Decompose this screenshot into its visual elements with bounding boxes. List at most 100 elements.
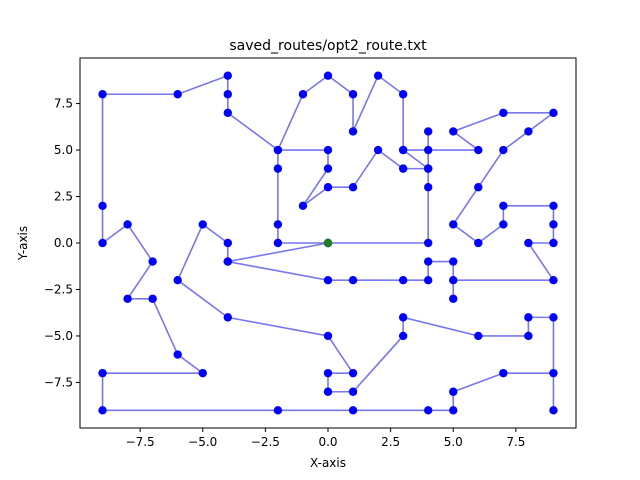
y-tick-label: 2.5 xyxy=(54,190,73,204)
route-point xyxy=(449,275,458,285)
route-point xyxy=(148,257,157,266)
route-point xyxy=(123,220,132,229)
route-point xyxy=(424,238,433,248)
route-point xyxy=(398,145,408,155)
y-tick-label: 7.5 xyxy=(54,97,73,111)
route-point xyxy=(424,183,433,192)
route-point xyxy=(348,183,358,192)
plot-area xyxy=(98,71,558,415)
route-point xyxy=(449,406,458,415)
route-point xyxy=(273,238,283,248)
y-axis-title: Y-axis xyxy=(16,226,30,261)
route-point xyxy=(348,406,358,415)
route-point xyxy=(549,238,558,248)
route-point xyxy=(549,220,558,229)
route-point xyxy=(323,183,333,192)
chart-title: saved_routes/opt2_route.txt xyxy=(229,38,427,54)
route-point xyxy=(98,368,107,378)
route-point xyxy=(98,406,107,415)
route-point xyxy=(323,145,333,155)
route-point xyxy=(348,275,358,285)
y-axis-ticks: −7.5 −5.0 −2.5 0.0 2.5 5.0 7.5 xyxy=(44,97,80,389)
route-point xyxy=(273,406,283,415)
route-point xyxy=(323,71,333,80)
route-point xyxy=(549,108,558,118)
route-point xyxy=(273,220,283,229)
route-point xyxy=(98,90,107,99)
route-point xyxy=(348,368,358,378)
route-point xyxy=(348,387,358,396)
route-point xyxy=(398,331,408,341)
route-point xyxy=(223,108,232,118)
route-point xyxy=(449,257,458,266)
route-point xyxy=(98,238,107,248)
route-point xyxy=(549,201,558,211)
route-point xyxy=(499,201,508,211)
route-point xyxy=(323,387,333,396)
start-point xyxy=(323,238,333,248)
route-point xyxy=(449,294,458,303)
x-tick-label: 5.0 xyxy=(444,435,463,449)
route-line xyxy=(101,74,555,412)
route-point xyxy=(424,164,433,173)
route-point xyxy=(198,220,207,229)
route-point xyxy=(549,275,558,285)
route-point xyxy=(474,238,483,248)
route-point xyxy=(524,238,533,248)
route-point xyxy=(173,275,182,285)
route-point xyxy=(549,406,558,415)
route-point xyxy=(173,350,182,359)
x-tick-label: −7.5 xyxy=(126,435,155,449)
route-point xyxy=(373,145,383,155)
route-point xyxy=(499,220,508,229)
route-point xyxy=(323,164,333,173)
route-point xyxy=(348,127,358,136)
y-tick-label: −5.0 xyxy=(44,329,73,343)
route-point xyxy=(98,201,107,211)
x-tick-label: 0.0 xyxy=(318,435,337,449)
route-point xyxy=(499,368,508,378)
route-point xyxy=(449,220,458,229)
route-point xyxy=(323,368,333,378)
route-point xyxy=(549,313,558,322)
route-point xyxy=(223,238,232,248)
route-point xyxy=(398,313,408,322)
x-axis-ticks: −7.5 −5.0 −2.5 0.0 2.5 5.0 7.5 xyxy=(126,428,525,449)
route-point xyxy=(424,257,433,266)
route-point xyxy=(424,406,433,415)
route-point xyxy=(298,201,308,211)
x-tick-label: −2.5 xyxy=(251,435,280,449)
route-point xyxy=(223,71,232,80)
route-point xyxy=(173,90,182,99)
route-point xyxy=(398,164,408,173)
route-point xyxy=(424,145,433,155)
route-point xyxy=(449,387,458,396)
route-point xyxy=(148,294,157,303)
x-tick-label: −5.0 xyxy=(188,435,217,449)
route-point xyxy=(499,108,508,118)
route-point xyxy=(223,313,232,322)
route-point xyxy=(524,331,533,341)
route-point xyxy=(223,257,232,266)
x-tick-label: 7.5 xyxy=(506,435,525,449)
x-tick-label: 2.5 xyxy=(381,435,400,449)
x-axis-title: X-axis xyxy=(310,456,346,470)
route-point xyxy=(323,331,333,341)
route-point xyxy=(223,90,232,99)
route-point xyxy=(424,127,433,136)
route-point xyxy=(474,183,483,192)
route-point xyxy=(398,275,408,285)
route-point xyxy=(524,127,533,136)
route-point xyxy=(198,368,207,378)
route-point xyxy=(298,90,308,99)
route-point xyxy=(449,127,458,136)
route-point xyxy=(424,275,433,285)
y-tick-label: 5.0 xyxy=(54,143,73,157)
y-tick-label: 0.0 xyxy=(54,236,73,250)
route-point xyxy=(549,368,558,378)
route-point xyxy=(524,313,533,322)
route-point xyxy=(273,164,283,173)
route-point xyxy=(323,275,333,285)
